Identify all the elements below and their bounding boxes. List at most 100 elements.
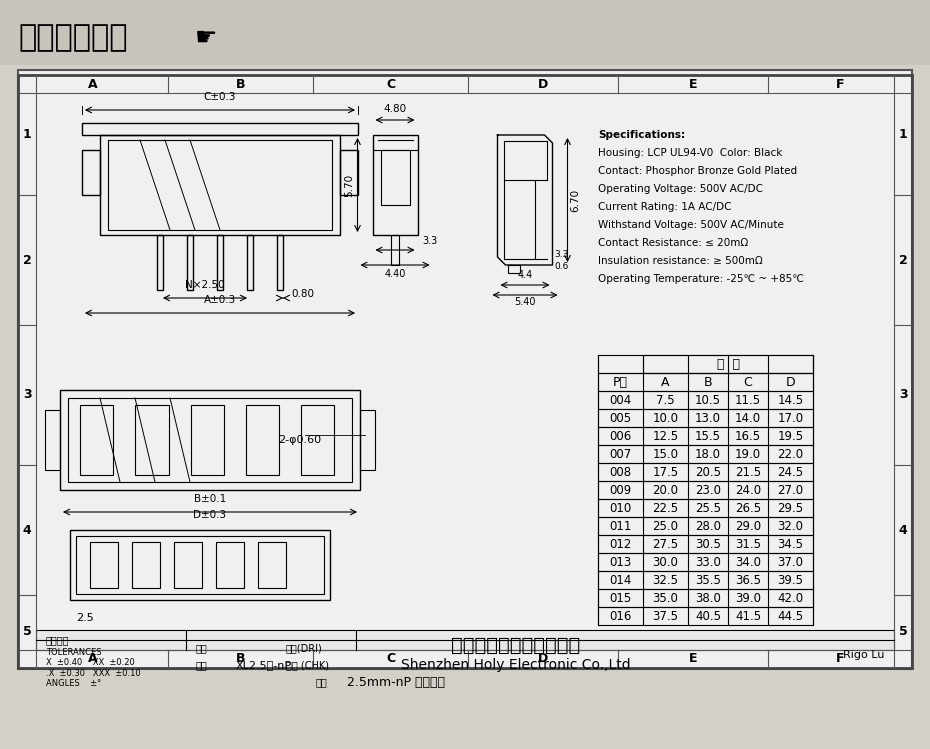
Text: 44.5: 44.5 <box>777 610 804 622</box>
Bar <box>508 265 520 273</box>
Text: 39.0: 39.0 <box>735 592 761 604</box>
Text: ☛: ☛ <box>195 26 218 50</box>
Bar <box>643 355 813 373</box>
Text: C: C <box>386 652 395 666</box>
Text: 35.0: 35.0 <box>653 592 679 604</box>
Text: 0.6: 0.6 <box>554 262 569 271</box>
Text: D: D <box>538 77 548 91</box>
Text: 审查 (CHK): 审查 (CHK) <box>286 660 329 670</box>
Text: D: D <box>538 652 548 666</box>
Text: 6.70: 6.70 <box>570 189 580 211</box>
Text: A: A <box>88 652 98 666</box>
Text: 2.5: 2.5 <box>76 613 94 623</box>
Text: 4.4: 4.4 <box>517 270 533 280</box>
Text: 016: 016 <box>609 610 631 622</box>
Text: 005: 005 <box>609 411 631 425</box>
Text: 品名: 品名 <box>316 677 327 687</box>
Text: Current Rating: 1A AC/DC: Current Rating: 1A AC/DC <box>598 202 732 212</box>
Bar <box>598 499 813 517</box>
Text: 14.5: 14.5 <box>777 393 804 407</box>
Text: 3.3: 3.3 <box>422 236 438 246</box>
Text: 30.0: 30.0 <box>653 556 679 568</box>
Text: B±0.1: B±0.1 <box>193 494 226 504</box>
Text: 1: 1 <box>22 129 32 142</box>
Text: 14.0: 14.0 <box>735 411 761 425</box>
Text: 42.0: 42.0 <box>777 592 804 604</box>
Bar <box>598 607 813 625</box>
Bar <box>70 530 330 600</box>
Text: 5: 5 <box>22 625 32 638</box>
Text: Specifications:: Specifications: <box>598 130 685 140</box>
Text: TOLERANCES
X  ±0.40    XX  ±0.20
.X  ±0.30   XXX  ±0.10
ANGLES    ±°: TOLERANCES X ±0.40 XX ±0.20 .X ±0.30 XXX… <box>46 648 140 688</box>
Bar <box>380 150 409 205</box>
Text: 34.0: 34.0 <box>735 556 761 568</box>
Text: 一般公差: 一般公差 <box>46 635 70 645</box>
Text: 7.5: 7.5 <box>657 393 675 407</box>
Text: B: B <box>704 375 712 389</box>
Text: 29.0: 29.0 <box>735 520 761 533</box>
Bar <box>82 123 358 135</box>
Text: 18.0: 18.0 <box>695 447 721 461</box>
Text: 4.40: 4.40 <box>384 269 405 279</box>
Bar <box>60 390 360 490</box>
Text: 型号: 型号 <box>196 660 207 670</box>
Text: Withstand Voltage: 500V AC/Minute: Withstand Voltage: 500V AC/Minute <box>598 220 784 230</box>
Text: 15.5: 15.5 <box>695 429 721 443</box>
Text: 36.5: 36.5 <box>735 574 761 586</box>
Text: 007: 007 <box>609 447 631 461</box>
Bar <box>598 373 813 391</box>
Bar <box>18 70 912 669</box>
Text: 31.5: 31.5 <box>735 538 761 551</box>
Text: 27.5: 27.5 <box>653 538 679 551</box>
Bar <box>258 542 286 588</box>
Text: 38.0: 38.0 <box>695 592 721 604</box>
Text: 19.0: 19.0 <box>735 447 761 461</box>
Text: 20.0: 20.0 <box>653 484 679 497</box>
Bar <box>598 409 813 427</box>
Bar <box>18 75 912 668</box>
Text: 35.5: 35.5 <box>695 574 721 586</box>
Bar <box>340 150 358 195</box>
Bar <box>598 571 813 589</box>
Bar <box>80 405 113 475</box>
Bar <box>191 405 224 475</box>
Text: 3: 3 <box>898 389 908 401</box>
Text: 工程: 工程 <box>196 643 207 653</box>
Text: Operating Temperature: -25℃ ~ +85℃: Operating Temperature: -25℃ ~ +85℃ <box>598 274 804 284</box>
Text: 22.5: 22.5 <box>653 502 679 515</box>
Text: 16.5: 16.5 <box>735 429 761 443</box>
Bar <box>108 140 332 230</box>
Text: 009: 009 <box>609 484 631 497</box>
Text: F: F <box>836 652 844 666</box>
Text: 25.0: 25.0 <box>653 520 679 533</box>
Text: B: B <box>235 652 246 666</box>
Text: D±0.3: D±0.3 <box>193 510 227 520</box>
Bar <box>174 542 202 588</box>
Text: 在线图纸下载: 在线图纸下载 <box>18 23 127 52</box>
Text: A: A <box>661 375 670 389</box>
Text: 008: 008 <box>609 465 631 479</box>
Text: Insulation resistance: ≥ 500mΩ: Insulation resistance: ≥ 500mΩ <box>598 256 763 266</box>
Text: 37.5: 37.5 <box>653 610 679 622</box>
Text: 33.0: 33.0 <box>695 556 721 568</box>
Text: 41.5: 41.5 <box>735 610 761 622</box>
Text: XL2.5母-nP: XL2.5母-nP <box>236 660 292 670</box>
Bar <box>598 391 813 409</box>
Bar <box>68 398 352 482</box>
Text: 13.0: 13.0 <box>695 411 721 425</box>
Text: 10.0: 10.0 <box>653 411 679 425</box>
Text: Housing: LCP UL94-V0  Color: Black: Housing: LCP UL94-V0 Color: Black <box>598 148 782 158</box>
Text: 40.5: 40.5 <box>695 610 721 622</box>
Bar <box>391 235 399 265</box>
Text: 014: 014 <box>609 574 631 586</box>
Text: 11.5: 11.5 <box>735 393 761 407</box>
Text: 2.5mm-nP 锐全母座: 2.5mm-nP 锐全母座 <box>347 676 445 688</box>
Bar <box>247 235 253 290</box>
Text: 12.5: 12.5 <box>653 429 679 443</box>
Text: Operating Voltage: 500V AC/DC: Operating Voltage: 500V AC/DC <box>598 184 763 194</box>
Text: 004: 004 <box>609 393 631 407</box>
Bar <box>598 535 813 553</box>
Text: C±0.3: C±0.3 <box>204 92 236 102</box>
Text: 制图(DRI): 制图(DRI) <box>286 643 323 653</box>
Bar <box>598 517 813 535</box>
